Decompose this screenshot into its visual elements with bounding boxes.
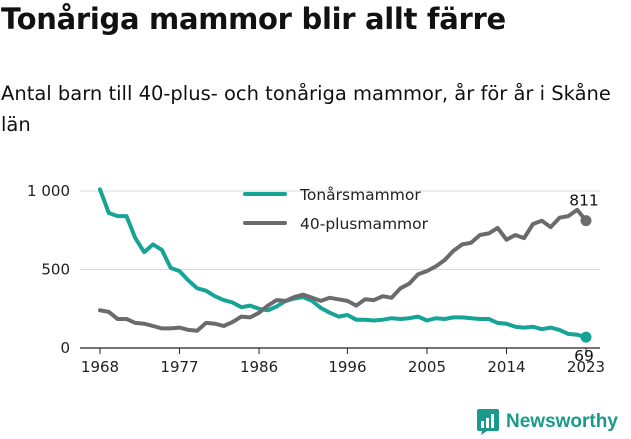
end-value-label: 69 [574, 347, 594, 365]
y-tick-label: 0 [60, 339, 70, 357]
end-value-label: 811 [569, 192, 599, 210]
chart-title: Tonåriga mammor blir allt färre [1, 2, 506, 36]
y-tick-label: 500 [41, 261, 70, 279]
end-labels: 69 811 [569, 192, 599, 365]
series-line-forty [98, 207, 588, 333]
gridlines [80, 190, 600, 270]
x-tick-label: 1968 [81, 358, 119, 376]
legend-label: Tonårsmammor [299, 186, 421, 204]
x-tick-label: 1986 [240, 358, 278, 376]
brand-name: Newsworthy [506, 410, 618, 432]
series-line-teen [98, 187, 588, 340]
newsworthy-chart-icon [477, 409, 499, 435]
x-tick-label: 2014 [487, 358, 525, 376]
series-endpoint-forty [580, 215, 592, 227]
x-tick-label: 1996 [328, 358, 366, 376]
chart-subtitle: Antal barn till 40-plus- och tonåriga ma… [1, 82, 611, 136]
x-tick-label: 2005 [408, 358, 446, 376]
brand-logo: Newsworthy [476, 408, 618, 435]
x-tick-label: 1977 [160, 358, 198, 376]
axes: 0 500 1 000 1968 1977 1986 1996 2005 2014 2023 [27, 182, 605, 376]
series-lines [98, 187, 592, 343]
series-endpoint-teen [580, 331, 592, 343]
legend: Tonårsmammor 40-plusmammor [243, 186, 429, 233]
legend-label: 40-plusmammor [300, 215, 429, 233]
x-tick-label: 2023 [567, 358, 605, 376]
y-tick-label: 1 000 [27, 182, 70, 200]
